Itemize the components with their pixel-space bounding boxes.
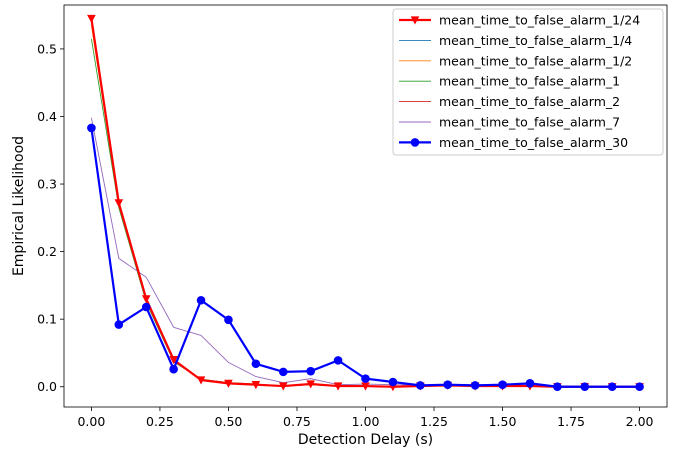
data-point-triangle [141,295,151,304]
x-tick-label: 1.75 [557,414,585,429]
legend-label: mean_time_to_false_alarm_1/2 [439,53,632,68]
x-axis: 0.00 0.25 0.50 0.75 1.00 1.25 1.50 1.75 2.00 [77,407,654,429]
data-point-triangle [278,382,288,391]
legend-label: mean_time_to_false_alarm_1 [439,74,620,89]
data-point-circle [251,359,261,369]
series-layer [87,14,644,392]
data-point-circle [306,366,315,376]
data-point-triangle [410,16,420,25]
data-point-circle [607,382,617,392]
legend-item: mean_time_to_false_alarm_1 [399,74,620,89]
data-point-circle [498,380,507,390]
y-axis: 0.0 0.1 0.2 0.3 0.4 0.5 [37,41,64,394]
data-point-circle [416,381,425,390]
data-point-circle [224,315,233,325]
legend-item: mean_time_to_false_alarm_7 [399,115,620,130]
y-axis-label: Empirical Likelihood [11,136,27,276]
legend-label: mean_time_to_false_alarm_1/24 [439,13,640,28]
y-tick-label: 0.3 [37,177,57,192]
x-tick-label: 0.50 [215,414,243,429]
legend-label: mean_time_to_false_alarm_30 [439,135,628,150]
y-tick-label: 0.4 [37,109,57,124]
legend-item: mean_time_to_false_alarm_1/4 [399,33,632,48]
data-point-circle [141,302,151,312]
legend-item: mean_time_to_false_alarm_30 [399,135,628,150]
data-point-circle [333,356,343,365]
x-tick-label: 2.00 [626,414,654,429]
data-point-circle [87,123,96,133]
data-point-circle [443,380,453,390]
x-tick-label: 1.50 [489,414,517,429]
data-point-circle [388,377,398,387]
data-point-triangle [114,199,124,208]
data-point-triangle [306,380,315,389]
x-tick-label: 0.25 [146,414,174,429]
legend-item: mean_time_to_false_alarm_2 [399,94,620,109]
data-point-circle [525,379,535,388]
data-point-triangle [169,356,178,365]
legend-label: mean_time_to_false_alarm_1/4 [439,33,632,48]
x-tick-label: 1.00 [352,414,380,429]
data-point-circle [169,364,178,374]
x-tick-label: 0.75 [283,414,311,429]
data-point-circle [278,367,288,377]
data-point-triangle [87,14,96,24]
legend-box [392,8,664,156]
data-point-circle [196,295,206,305]
y-tick-label: 0.0 [37,379,57,394]
y-tick-label: 0.1 [37,312,57,327]
legend-label: mean_time_to_false_alarm_7 [439,115,620,130]
data-point-triangle [224,379,233,388]
legend-item: mean_time_to_false_alarm_1/2 [399,53,632,68]
data-point-circle [114,320,124,329]
data-point-circle [410,138,420,147]
data-point-circle [580,382,590,392]
x-tick-label: 1.25 [420,414,448,429]
data-point-circle [635,382,644,392]
series-6 [87,123,644,392]
y-tick-label: 0.2 [37,244,57,259]
data-point-circle [361,374,370,383]
data-point-triangle [196,376,206,385]
data-point-triangle [333,382,343,391]
legend-item: mean_time_to_false_alarm_1/24 [399,13,640,28]
data-point-triangle [361,382,370,391]
legend-label: mean_time_to_false_alarm_2 [439,94,620,109]
legend: mean_time_to_false_alarm_1/24 mean_time_t… [392,8,664,156]
x-tick-label: 0.00 [77,414,105,429]
data-point-circle [470,381,480,390]
data-point-circle [553,382,562,392]
data-point-triangle [251,381,261,390]
y-tick-label: 0.5 [37,41,57,56]
x-axis-label: Detection Delay (s) [298,432,433,448]
